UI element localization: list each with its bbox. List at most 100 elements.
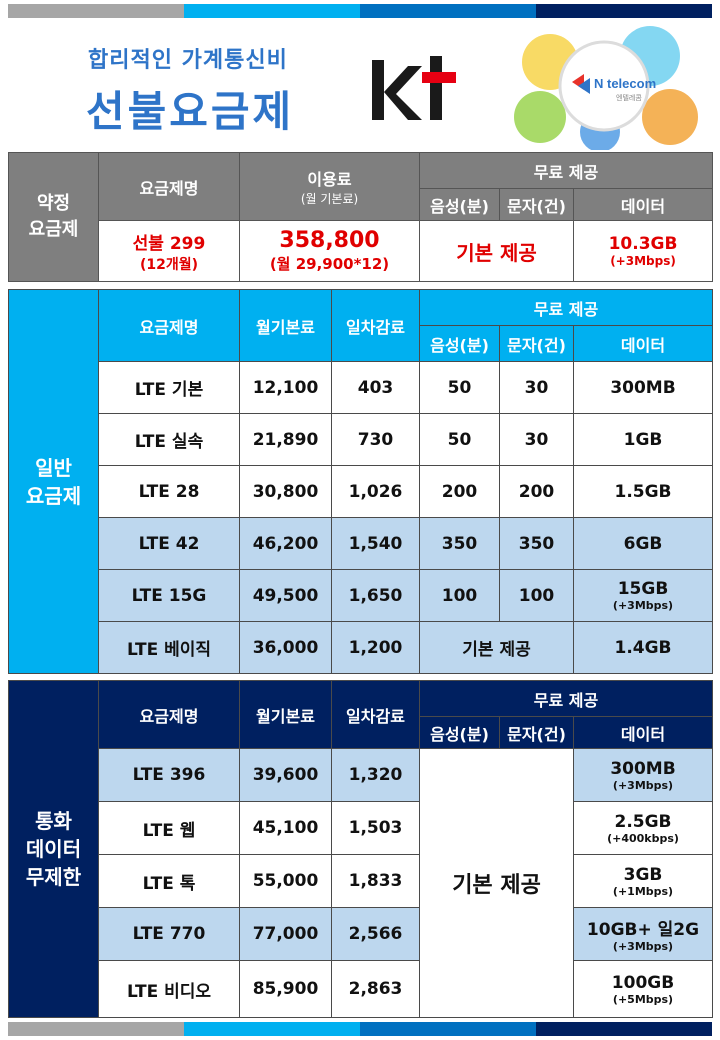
daily-fee: 1,200 [331,621,420,674]
monthly-fee: 45,100 [239,801,332,855]
table-row: LTE 770 77,000 2,566 10GB+ 일2G (+3Mbps) [9,907,714,961]
daily-fee: 2,566 [331,907,420,961]
table-row: LTE 28 30,800 1,026 200 200 1.5GB [9,465,714,518]
data-amount: 1.5GB [572,465,714,518]
col-voice: 음성(분) [419,325,500,362]
col-plan-name: 요금제명 [98,289,240,362]
plan-name: LTE 15G [98,569,240,622]
monthly-fee: 49,500 [239,569,332,622]
daily-fee: 2,863 [331,960,420,1018]
voice-minutes: 100 [419,569,500,622]
data-amount: 15GB (+3Mbps) [572,569,714,622]
voice-minutes: 50 [419,413,500,466]
plan-name: LTE 비디오 [98,960,240,1018]
sms-count: 200 [499,465,574,518]
voice-minutes: 350 [419,517,500,570]
top-color-stripe [8,4,712,18]
contract-data: 10.3GB (+3Mbps) [572,220,714,282]
daily-fee: 730 [331,413,420,466]
monthly-fee: 39,600 [239,748,332,802]
sms-count: 350 [499,517,574,570]
kt-logo-icon: kt [372,56,456,123]
col-data: 데이터 [572,716,714,749]
basic-provided: 기본 제공 [419,748,574,1018]
general-side-label: 일반 요금제 [8,289,99,674]
col-monthly-fee: 월기본료 [239,680,332,749]
contract-plan-name: 선불 299 (12개월) [98,220,240,282]
plan-name: LTE 42 [98,517,240,570]
sms-count: 100 [499,569,574,622]
data-amount: 1GB [572,413,714,466]
monthly-fee: 36,000 [239,621,332,674]
col-daily-fee: 일차감료 [331,289,420,362]
data-amount: 100GB (+5Mbps) [572,960,714,1018]
page-title: 선불요금제 [86,87,295,136]
plan-name: LTE 베이직 [98,621,240,674]
contract-plan-table: 약정 요금제 요금제명 이용료 (월 기본료) 무료 제공 음성(분) 문자(건… [8,152,714,282]
table-row: LTE 베이직 36,000 1,200 기본 제공 1.4GB [9,621,714,674]
col-plan-name: 요금제명 [98,152,240,221]
data-amount: 2.5GB (+400kbps) [572,801,714,855]
sms-count: 30 [499,413,574,466]
unlimited-plan-table: 통화 데이터 무제한 요금제명 월기본료 일차감료 무료 제공 음성(분) 문자… [8,680,714,1018]
col-free-provided: 무료 제공 [418,152,714,189]
col-monthly-fee: 월기본료 [239,289,332,362]
col-voice: 음성(분) [419,188,500,221]
col-daily-fee: 일차감료 [331,680,420,749]
plan-name: LTE 770 [98,907,240,961]
col-free-provided: 무료 제공 [418,680,714,717]
col-voice: 음성(분) [419,716,500,749]
voice-minutes: 200 [419,465,500,518]
daily-fee: 1,833 [331,854,420,908]
col-sms: 문자(건) [499,188,574,221]
ntelecom-gear-graphic: N telecom 엔텔레콤 [514,26,698,150]
data-amount: 1.4GB [572,621,714,674]
table-row: LTE 396 39,600 1,320 기본 제공 300MB (+3Mbps… [9,748,714,1018]
contract-basic-provided: 기본 제공 [419,220,574,282]
monthly-fee: 85,900 [239,960,332,1018]
data-amount: 3GB (+1Mbps) [572,854,714,908]
table-row: LTE 비디오 85,900 2,863 100GB (+5Mbps) [9,960,714,1018]
sms-count: 30 [499,361,574,414]
monthly-fee: 46,200 [239,517,332,570]
plan-name: LTE 396 [98,748,240,802]
daily-fee: 403 [331,361,420,414]
subtitle: 합리적인 가계통신비 [88,48,288,73]
daily-fee: 1,503 [331,801,420,855]
data-amount: 300MB [572,361,714,414]
plan-name: LTE 기본 [98,361,240,414]
table-row: LTE 웹 45,100 1,503 2.5GB (+400kbps) [9,801,714,855]
plan-name: LTE 웹 [98,801,240,855]
col-sms: 문자(건) [499,716,574,749]
col-fee: 이용료 (월 기본료) [239,152,420,221]
col-free-provided: 무료 제공 [418,289,714,326]
table-row: LTE 실속 21,890 730 50 30 1GB [9,413,714,466]
partner-name: N telecom [594,76,656,91]
col-data: 데이터 [572,188,714,221]
daily-fee: 1,026 [331,465,420,518]
kt-logo-text: kt [416,120,418,123]
monthly-fee: 77,000 [239,907,332,961]
contract-side-label: 약정 요금제 [8,152,99,282]
basic-provided: 기본 제공 [419,621,574,674]
voice-minutes: 50 [419,361,500,414]
data-amount: 10GB+ 일2G (+3Mbps) [572,907,714,961]
table-row: LTE 톡 55,000 1,833 3GB (+1Mbps) [9,854,714,908]
daily-fee: 1,650 [331,569,420,622]
table-row: LTE 기본 12,100 403 50 30 300MB [9,361,714,414]
data-amount: 6GB [572,517,714,570]
plan-name: LTE 28 [98,465,240,518]
table-row: LTE 42 46,200 1,540 350 350 6GB [9,517,714,570]
plan-name: LTE 실속 [98,413,240,466]
col-data: 데이터 [572,325,714,362]
contract-fee: 358,800 (월 29,900*12) [239,220,420,282]
unlimited-side-label: 통화 데이터 무제한 [8,680,99,1018]
monthly-fee: 21,890 [239,413,332,466]
daily-fee: 1,320 [331,748,420,802]
monthly-fee: 12,100 [239,361,332,414]
col-sms: 문자(건) [499,325,574,362]
data-amount: 300MB (+3Mbps) [572,748,714,802]
monthly-fee: 30,800 [239,465,332,518]
general-plan-table: 일반 요금제 요금제명 월기본료 일차감료 무료 제공 음성(분) 문자(건) … [8,289,714,674]
daily-fee: 1,540 [331,517,420,570]
